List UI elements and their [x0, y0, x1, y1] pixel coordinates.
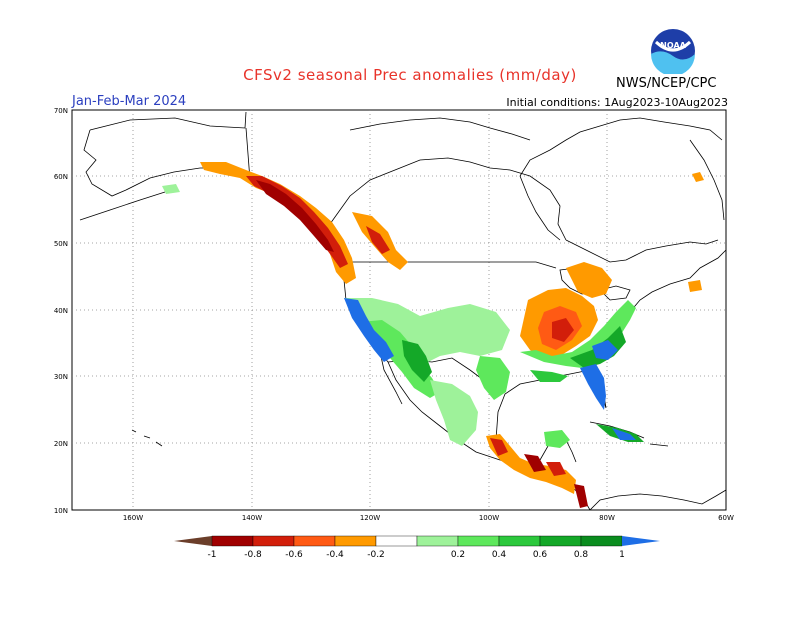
lon-label-80w: 80W — [599, 514, 615, 522]
colorbar-arrow-left — [174, 536, 212, 546]
forecast-period: Jan-Feb-Mar 2024 — [72, 94, 187, 109]
lon-label-160w: 160W — [123, 514, 143, 522]
initial-conditions: Initial conditions: 1Aug2023-10Aug2023 — [506, 96, 728, 109]
colorbar-label: -0.8 — [244, 550, 262, 560]
colorbar-label: -0.6 — [285, 550, 303, 560]
lat-label-20n: 20N — [54, 440, 68, 448]
noaa-logo: NOAA — [651, 29, 695, 74]
lat-label-60n: 60N — [54, 173, 68, 181]
colorbar-box — [457, 535, 500, 547]
colorbar-label: 0.6 — [533, 550, 548, 560]
lon-label-100w: 100W — [479, 514, 499, 522]
colorbar-label: -0.4 — [326, 550, 344, 560]
colorbar-arrow-right — [622, 536, 660, 546]
colorbar-box — [334, 535, 377, 547]
colorbar-box — [375, 535, 418, 547]
lat-label-10n: 10N — [54, 507, 68, 515]
colorbar-label: 1 — [619, 550, 625, 560]
colorbar-box — [252, 535, 295, 547]
noaa-logo-text: NOAA — [660, 41, 686, 50]
longitude-labels: 160W 140W 120W 100W 80W 60W — [123, 514, 734, 522]
lon-label-140w: 140W — [242, 514, 262, 522]
colorbar-label: 0.8 — [574, 550, 589, 560]
lat-label-50n: 50N — [54, 240, 68, 248]
colorbar-label: 0.2 — [451, 550, 465, 560]
colorbar-label: 0.4 — [492, 550, 507, 560]
colorbar: -1 -0.8 -0.6 -0.4 -0.2 0.2 0.4 0.6 0.8 1 — [174, 535, 660, 560]
map-title: CFSv2 seasonal Prec anomalies (mm/day) — [243, 66, 577, 84]
lon-label-60w: 60W — [718, 514, 734, 522]
colorbar-box — [211, 535, 254, 547]
lat-label-70n: 70N — [54, 107, 68, 115]
lat-label-30n: 30N — [54, 373, 68, 381]
latitude-labels: 70N 60N 50N 40N 30N 20N 10N — [54, 107, 68, 515]
lat-label-40n: 40N — [54, 307, 68, 315]
colorbar-label: -1 — [208, 550, 217, 560]
colorbar-box — [416, 535, 459, 547]
lon-label-120w: 120W — [360, 514, 380, 522]
colorbar-box — [580, 535, 623, 547]
agency-label: NWS/NCEP/CPC — [616, 76, 717, 91]
colorbar-box — [539, 535, 582, 547]
colorbar-box — [293, 535, 336, 547]
anomaly-shading — [162, 162, 704, 508]
colorbar-label: -0.2 — [367, 550, 385, 560]
colorbar-box — [498, 535, 541, 547]
